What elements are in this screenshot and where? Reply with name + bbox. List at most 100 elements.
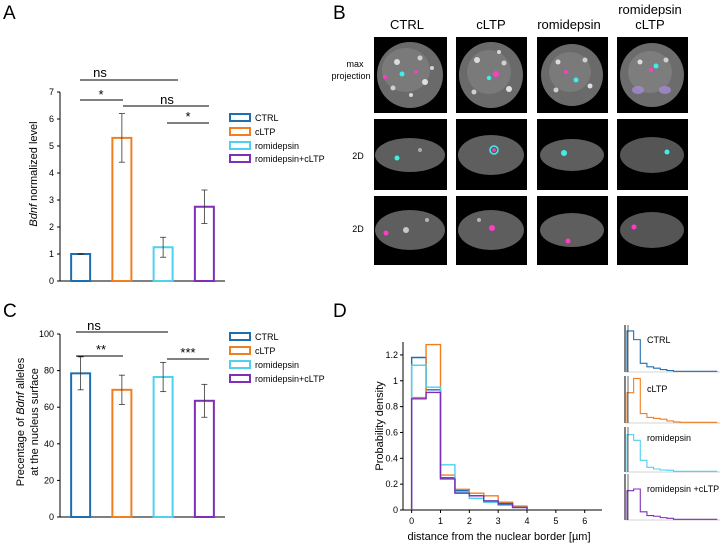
legend-c-swatch-romidepsin [229,360,251,369]
panel-d-small-romidepsin-cltp-series [626,488,718,520]
panel-d-small-romidepsin-series [626,434,718,472]
panel-c-ytick-label: 60 [44,402,54,412]
sig-a-star-2: * [185,109,190,124]
panel-d-small-label-romidepsin-cltp: romidepsin +cLTP [647,484,719,494]
panel-b-row-label-2d-2: 2D [352,224,364,234]
micrograph-cltp-2d-1 [456,119,527,190]
panel-c-bar-ctrl [70,372,92,518]
panel-c-ylabel-line2: at the nucleus surface [29,368,41,476]
panel-a-bar-ctrl [70,253,92,282]
panel-a-legend: CTRL cLTP romidepsin romidepsin+cLTP [229,113,325,164]
panel-b-col-romidepsin-cltp-line1: romidepsin [618,2,682,17]
micrograph-ctrl-2d-1 [374,119,447,190]
panel-d-series-romidepsin [410,364,528,510]
panel-a-ytick-label: 5 [49,141,54,151]
micrograph-ctrl-2d-2 [374,196,447,265]
legend-a-label-romidepsin-cltp: romidepsin+cLTP [255,154,325,164]
panel-b-col-romidepsin-cltp-line2: cLTP [635,17,664,32]
sig-a-ns-1: ns [93,65,107,80]
panel-d-histogram: 0 0.2 0.4 0.6 0.8 1 1.2 0 1 2 3 4 5 6 [385,342,602,526]
sig-c-double-star: ** [96,342,106,357]
sig-c-ns: ns [87,318,101,333]
panel-d-xlabel: distance from the nuclear border [µm] [407,531,590,543]
micrograph-cltp-max [456,37,527,113]
panel-c-ytick-label: 20 [44,475,54,485]
panel-a-bar-chart: 0 1 2 3 4 5 6 7 [49,87,225,286]
legend-c-label-cltp: cLTP [255,346,275,356]
panel-b-microscopy-grid: CTRL cLTP romidepsin romidepsin cLTP max… [331,2,688,265]
panel-d-xtick-label: 4 [525,516,530,526]
panel-a-ylabel: Bdnf normalized level [28,121,40,226]
panel-d-ytick-label: 0 [393,505,398,515]
panel-d-small-label-romidepsin: romidepsin [647,433,691,443]
panel-a-ytick-label: 0 [49,276,54,286]
panel-a-ytick-label: 6 [49,114,54,124]
panel-d-small-label-cltp: cLTP [647,384,667,394]
panel-d-series-romidepsin-cltp [410,391,528,510]
panel-a-ytick-label: 4 [49,168,54,178]
micrograph-romidepsin-cltp-2d-2 [617,196,688,265]
micrograph-romidepsin-cltp-2d-1 [617,119,688,190]
panel-d-ylabel: Probability density [374,381,386,471]
legend-a-label-ctrl: CTRL [255,113,279,123]
panel-c-ytick-label: 40 [44,439,54,449]
panel-d-ytick-label: 0.6 [385,427,398,437]
panel-letter-a: A [3,3,16,24]
panel-d-ytick-label: 0.4 [385,453,398,463]
legend-c-label-romidepsin: romidepsin [255,360,299,370]
panel-d-xtick-label: 3 [496,516,501,526]
panel-c-bar-chart: 0 20 40 60 80 100 [39,329,225,522]
legend-a-swatch-cltp [229,127,251,136]
micrograph-ctrl-max [374,37,447,113]
panel-d-small-label-ctrl: CTRL [647,335,671,345]
panel-a-ytick-label: 2 [49,222,54,232]
legend-a-swatch-romidepsin [229,141,251,150]
panel-a-ytick-label: 1 [49,249,54,259]
panel-c-ylabel-line1: Precentage of Bdnf alleles [15,357,27,486]
panel-b-row-label-2d-1: 2D [352,151,364,161]
panel-d-small-cltp-series [626,377,718,423]
panel-d-xtick-label: 1 [438,516,443,526]
panel-c-ytick-label: 100 [39,329,54,339]
legend-c-swatch-ctrl [229,332,251,341]
panel-b-row-label-projection: projection [331,71,370,81]
legend-a-label-cltp: cLTP [255,127,275,137]
panel-c-legend: CTRL cLTP romidepsin romidepsin+cLTP [229,332,325,384]
legend-c-swatch-cltp [229,346,251,355]
legend-a-swatch-ctrl [229,113,251,122]
panel-c-ytick-label: 80 [44,366,54,376]
panel-b-col-ctrl: CTRL [390,17,424,32]
panel-c-bar-romidepsin [152,376,174,518]
micrograph-cltp-2d-2 [456,196,527,265]
panel-b-col-romidepsin: romidepsin [537,17,601,32]
panel-d-ytick-label: 0.2 [385,479,398,489]
panel-c-bar-romidepsin-cltp [193,399,215,519]
panel-d-ytick-label: 0.8 [385,402,398,412]
panel-d-ytick-label: 1.2 [385,350,398,360]
micrograph-romidepsin-max [537,37,608,113]
panel-d-xtick-label: 5 [553,516,558,526]
legend-a-label-romidepsin: romidepsin [255,141,299,151]
panel-d-small-multiples [624,325,720,521]
panel-d-small-ctrl-series [626,330,718,372]
panel-letter-c: C [3,301,17,322]
micrograph-romidepsin-cltp-max [617,37,688,113]
panel-c-bar-cltp [111,388,133,518]
panel-c-ytick-label: 0 [49,512,54,522]
panel-b-col-cltp: cLTP [476,17,505,32]
panel-a-significance: ns * ns * [80,65,209,124]
legend-a-swatch-romidepsin-cltp [229,154,251,163]
panel-letter-b: B [333,3,346,24]
panel-d-series-ctrl [410,356,528,510]
sig-a-star-1: * [98,87,103,102]
legend-c-label-romidepsin-cltp: romidepsin+cLTP [255,374,325,384]
sig-c-triple-star: *** [180,345,195,360]
panel-letter-d: D [333,301,347,322]
panel-c-significance: ns ** *** [76,318,209,360]
panel-d-xtick-label: 6 [582,516,587,526]
panel-a-ytick-label: 7 [49,87,54,97]
panel-d-xtick-label: 2 [467,516,472,526]
legend-c-swatch-romidepsin-cltp [229,374,251,383]
sig-a-ns-2: ns [160,92,174,107]
